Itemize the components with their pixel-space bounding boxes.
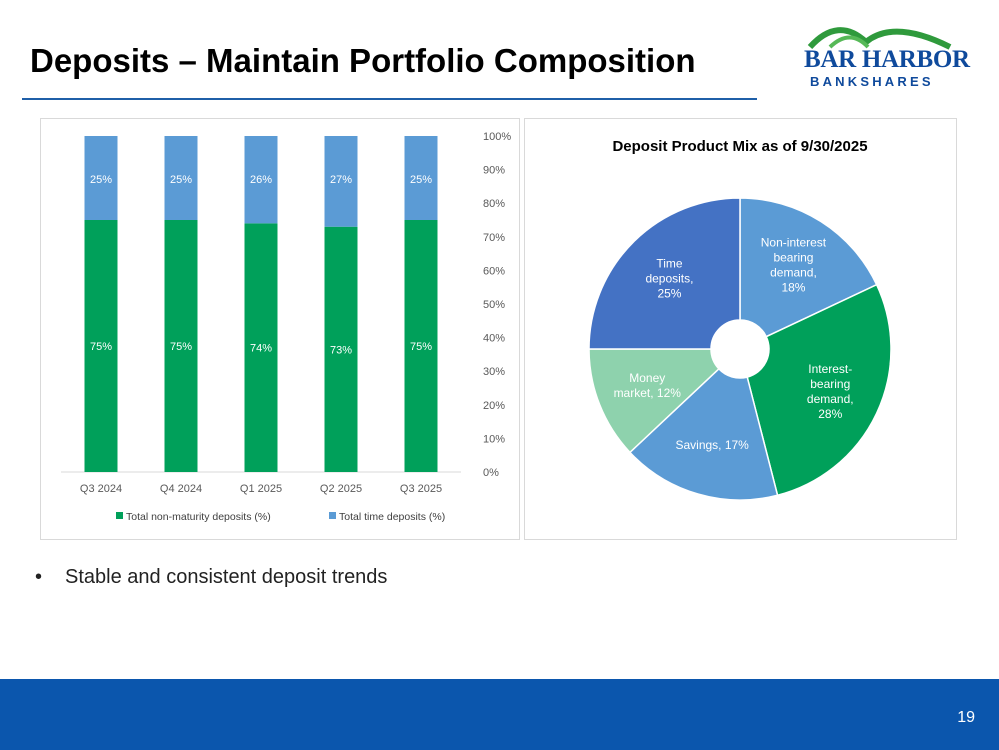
bar-data-label: 75% [170, 341, 192, 353]
bar-segment [84, 136, 118, 220]
pie-data-label: Time deposits, 25% [645, 256, 693, 300]
x-tick-label: Q3 2024 [80, 483, 122, 495]
bullet-icon: • [35, 566, 43, 588]
bar-data-label: 26% [250, 174, 272, 186]
hills-logo-icon [807, 27, 952, 50]
bar-segment [404, 220, 438, 472]
stacked-bar-chart: 0% 10% 20% 30% 40% 50% 60% 70% 80% 90% 100% 75% 25% Q… [61, 131, 511, 523]
bar-segment [244, 136, 278, 224]
x-tick-label: Q4 2024 [160, 483, 202, 495]
pie-slice [739, 197, 878, 338]
y-tick-label: 100% [483, 131, 511, 143]
pie-data-label: Interest-bearing demand, 28% [807, 362, 854, 421]
x-tick-label: Q3 2025 [400, 483, 442, 495]
y-tick-label: 60% [483, 265, 505, 277]
y-tick-label: 10% [483, 433, 505, 445]
y-tick-label: 90% [483, 165, 505, 177]
bar-data-label: 25% [170, 174, 192, 186]
x-tick-label: Q2 2025 [320, 483, 362, 495]
bar-data-label: 75% [90, 341, 112, 353]
y-tick-label: 40% [483, 333, 505, 345]
pie-label-line: 28% [818, 407, 842, 421]
logo-line1: BAR HARBOR [804, 46, 970, 73]
legend-swatch [329, 512, 336, 519]
legend-swatch [116, 512, 123, 519]
page-number: 19 [957, 709, 975, 726]
legend-label: Total non-maturity deposits (%) [126, 511, 271, 523]
logo-line2: BANKSHARES [810, 74, 934, 89]
pie-label-line: demand, [770, 265, 817, 279]
bar-segment [244, 223, 278, 472]
y-tick-label: 80% [483, 198, 505, 210]
pie-label-line: bearing [773, 250, 813, 264]
pie-data-label: Savings, 17% [675, 438, 749, 452]
footer-bar: 19 [0, 679, 999, 750]
bar-segment [164, 136, 198, 220]
deposit-mix-donut-chart: Deposit Product Mix as of 9/30/2025 Non-i… [588, 138, 892, 501]
bullet-text: Stable and consistent deposit trends [65, 566, 388, 588]
pie-slice [746, 283, 892, 497]
y-tick-label: 50% [483, 299, 505, 311]
bar-data-label: 74% [250, 343, 272, 355]
y-tick-label: 20% [483, 400, 505, 412]
pie-data-label: Non-interest bearing demand, 18% [761, 235, 827, 294]
pie-label-line: bearing [810, 377, 850, 391]
pie-label-line: Time [656, 256, 683, 270]
pie-data-label: Money market, 12% [614, 371, 682, 400]
bar-chart-panel: 0% 10% 20% 30% 40% 50% 60% 70% 80% 90% 100% 75% 25% Q… [40, 118, 520, 540]
pie-label-line: market, 12% [614, 386, 682, 400]
y-tick-label: 70% [483, 232, 505, 244]
pie-slice [588, 348, 720, 454]
pie-chart-title: Deposit Product Mix as of 9/30/2025 [612, 138, 867, 155]
y-tick-label: 30% [483, 366, 505, 378]
pie-label-line: deposits, [645, 271, 693, 285]
bar-data-label: 75% [410, 341, 432, 353]
bar-segment [324, 226, 358, 472]
pie-slice [628, 367, 779, 501]
bar-data-label: 25% [90, 174, 112, 186]
bar-data-label: 27% [330, 174, 352, 186]
pie-label-line: 25% [657, 286, 681, 300]
bar-harbor-logo: BAR HARBOR BANKSHARES [790, 14, 970, 94]
title-divider [22, 98, 757, 100]
bar-segment [164, 220, 198, 472]
pie-slice [588, 197, 741, 350]
bar-segment [84, 220, 118, 472]
page-title: Deposits – Maintain Portfolio Compositio… [30, 42, 696, 79]
pie-label-line: Savings, 17% [675, 438, 749, 452]
pie-label-line: Interest- [808, 362, 852, 376]
legend-label: Total time deposits (%) [339, 511, 445, 523]
y-tick-label: 0% [483, 467, 499, 479]
x-tick-label: Q1 2025 [240, 483, 282, 495]
bullet-point: • Stable and consistent deposit trends [35, 566, 387, 589]
bar-segment [324, 136, 358, 227]
pie-label-line: Money [629, 371, 665, 385]
pie-label-line: 18% [781, 280, 805, 294]
pie-chart-panel: Deposit Product Mix as of 9/30/2025 Non-i… [524, 118, 957, 540]
bar-data-label: 25% [410, 174, 432, 186]
pie-label-line: Non-interest [761, 235, 827, 249]
bar-segment [404, 136, 438, 220]
bar-data-label: 73% [330, 344, 352, 356]
pie-label-line: demand, [807, 392, 854, 406]
